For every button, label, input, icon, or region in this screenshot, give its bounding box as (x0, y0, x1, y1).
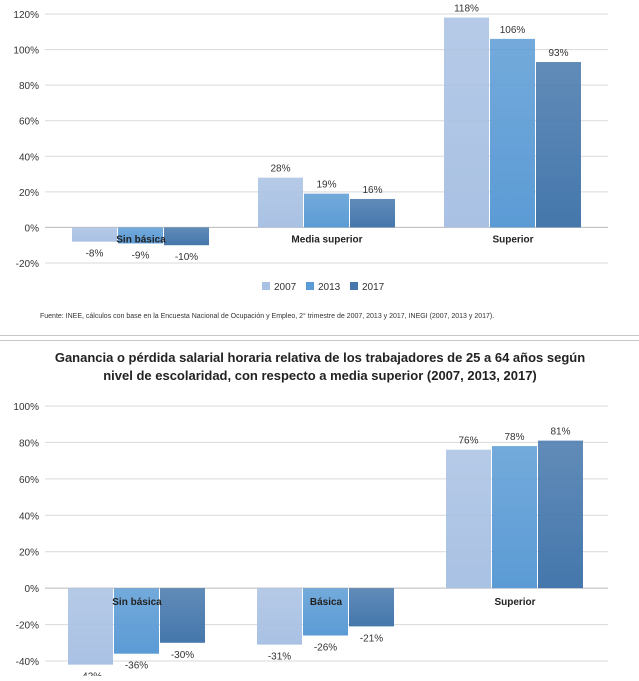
bar-2007-0 (68, 588, 113, 665)
data-label: 76% (458, 436, 478, 447)
category-label: Media superior (291, 234, 362, 245)
bar-2007-1 (257, 588, 302, 645)
category-label: Sin básica (112, 597, 162, 608)
data-label: -30% (171, 650, 194, 661)
chart-panel-top: -20% 0% 20% 40% 60% 80% 100% 120% -8% -9% -10% Sin … (0, 0, 639, 336)
bar-2007-2 (446, 449, 491, 589)
data-label: 93% (548, 48, 568, 59)
data-label: -26% (314, 643, 337, 654)
y-tick-label: 20% (19, 188, 39, 199)
bar-2017-2 (536, 62, 581, 228)
data-label: 28% (270, 164, 290, 175)
bar-2007-2 (444, 17, 489, 228)
data-label: -31% (268, 652, 291, 663)
bar-2013-2 (490, 38, 535, 228)
legend-swatch-2007 (262, 282, 270, 290)
y-tick-label: 0% (25, 223, 40, 234)
y-tick-label: 0% (25, 584, 40, 595)
bar-2013-0 (114, 588, 159, 654)
category-label: Básica (310, 597, 343, 608)
y-tick-label: 20% (19, 548, 39, 559)
y-tick-label: -40% (16, 657, 39, 668)
data-label: 81% (550, 427, 570, 438)
data-label: -21% (360, 633, 383, 644)
bar-2007-1 (258, 177, 303, 228)
chart-top-svg: -20% 0% 20% 40% 60% 80% 100% 120% -8% -9% -10% Sin … (13, 4, 608, 293)
y-tick-label: -20% (16, 621, 39, 632)
bar-2013-0 (118, 227, 163, 244)
bar-2007-0 (72, 227, 117, 242)
bar-2017-2 (538, 440, 583, 589)
data-label: 118% (454, 4, 479, 15)
category-label: Superior (492, 234, 533, 245)
y-tick-label: 40% (19, 152, 39, 163)
y-tick-label: 60% (19, 117, 39, 128)
bar-2017-0 (164, 227, 209, 246)
bar-2017-1 (349, 588, 394, 627)
data-label: -42% (79, 672, 102, 676)
data-label: 106% (500, 25, 526, 36)
category-label: Sin básica (116, 234, 166, 245)
category-label: Superior (494, 597, 535, 608)
legend-swatch-2017 (350, 282, 358, 290)
data-label: -9% (132, 250, 150, 261)
legend-label: 2007 (274, 282, 297, 293)
source-note: Fuente: INEE, cálculos con base en la En… (40, 313, 495, 320)
data-label: 16% (362, 185, 382, 196)
legend-label: 2017 (362, 282, 385, 293)
bar-2013-1 (303, 588, 348, 636)
y-tick-label: 80% (19, 81, 39, 92)
bar-2013-1 (304, 193, 349, 228)
y-tick-label: 100% (13, 46, 39, 57)
y-tick-label: 40% (19, 511, 39, 522)
y-tick-label: -20% (16, 259, 39, 270)
y-tick-label: 60% (19, 475, 39, 486)
y-tick-label: 80% (19, 438, 39, 449)
data-label: -10% (175, 252, 198, 263)
bar-2017-1 (350, 198, 395, 228)
chart-panel-bottom: Ganancia o pérdida salarial horaria rela… (0, 340, 639, 681)
data-label: 19% (316, 180, 336, 191)
data-label: -36% (125, 661, 148, 672)
y-tick-label: 100% (13, 402, 39, 413)
chart-bottom-svg: -40% -20% 0% 20% 40% 60% 80% 100% -42% -36% -30% Si… (13, 402, 608, 681)
y-tick-label: 120% (13, 10, 39, 21)
legend-label: 2013 (318, 282, 341, 293)
data-label: -8% (86, 249, 104, 260)
bar-2017-0 (160, 588, 205, 643)
legend-swatch-2013 (306, 282, 314, 290)
bar-2013-2 (492, 446, 537, 589)
chart-title: Ganancia o pérdida salarial horaria rela… (54, 350, 586, 383)
data-label: 78% (504, 432, 524, 443)
